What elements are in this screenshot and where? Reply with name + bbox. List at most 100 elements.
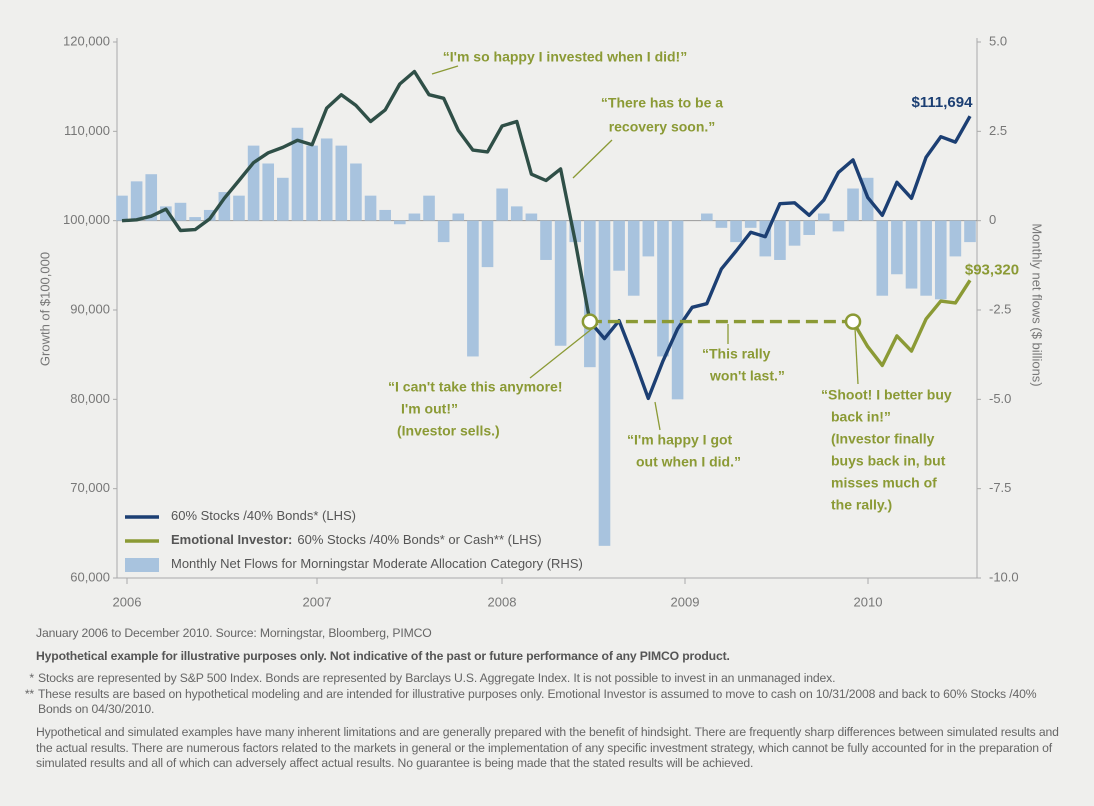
bar xyxy=(949,220,962,257)
bar xyxy=(203,209,216,221)
bar xyxy=(774,220,786,260)
bar xyxy=(627,220,640,296)
y-tick-label: 90,000 xyxy=(70,301,110,316)
annotation: out when I did.” xyxy=(636,454,741,470)
x-tick-label: 2010 xyxy=(854,594,883,609)
annotation: back in!” xyxy=(831,409,891,425)
y2-tick-label: -2.5 xyxy=(989,301,1011,316)
annotation-pointer xyxy=(529,323,599,379)
bar xyxy=(116,195,128,221)
footnote: * Stocks are represented by S&P 500 Index… xyxy=(29,671,836,686)
y2-tick-label: 5.0 xyxy=(989,33,1007,48)
bar xyxy=(598,220,611,546)
bar xyxy=(510,206,523,221)
annotation: “There has to be a xyxy=(601,95,723,111)
bar xyxy=(423,195,435,221)
y-tick-label: 100,000 xyxy=(63,212,110,227)
annotation-pointer xyxy=(854,327,859,385)
bar xyxy=(291,127,304,221)
bar xyxy=(393,220,406,225)
source-note: January 2006 to December 2010. Source: M… xyxy=(36,626,432,640)
end-label: $93,320 xyxy=(965,261,1019,278)
y2-axis-label: Monthly net flows ($ billions) xyxy=(1030,223,1045,386)
footnote-text: These results are based on hypothetical … xyxy=(38,686,1037,717)
annotation: misses much of xyxy=(831,475,937,491)
bar xyxy=(701,213,713,221)
y2-tick-label: -10.0 xyxy=(989,569,1019,584)
bar xyxy=(247,145,260,221)
bar xyxy=(569,220,582,243)
line-overlap xyxy=(121,69,592,322)
bar xyxy=(277,177,289,221)
bar xyxy=(832,220,845,232)
y-tick-label: 70,000 xyxy=(70,480,110,495)
bar xyxy=(964,220,976,243)
line xyxy=(588,115,972,401)
footnote: ** These results are based on hypothetica… xyxy=(25,686,1061,718)
bar xyxy=(847,188,859,221)
annotation: “I can't take this anymore! xyxy=(388,379,563,395)
bar xyxy=(467,220,479,357)
bar xyxy=(306,145,318,221)
bar xyxy=(715,220,728,228)
bar xyxy=(759,220,772,257)
annotation: “I'm so happy I invested when I did!” xyxy=(443,49,687,65)
legend-name: 60% Stocks /40% Bonds* (LHS) xyxy=(171,508,356,523)
bar xyxy=(496,188,508,221)
annotation: buys back in, but xyxy=(831,453,946,469)
bar xyxy=(584,220,596,368)
bar xyxy=(408,213,421,221)
bar xyxy=(788,220,801,246)
bar xyxy=(642,220,655,257)
x-tick-label: 2006 xyxy=(113,594,142,609)
disclaimer: Hypothetical example for illustrative pu… xyxy=(36,648,730,663)
bar xyxy=(540,220,552,260)
bar xyxy=(452,213,465,221)
y-tick-label: 80,000 xyxy=(70,391,110,406)
bar xyxy=(218,192,231,221)
bar xyxy=(145,174,158,221)
annotation: (Investor finally xyxy=(831,431,935,447)
bar xyxy=(803,220,815,235)
switch-point xyxy=(581,313,599,330)
line xyxy=(851,279,972,368)
bar xyxy=(262,163,275,221)
legend-label: Monthly Net Flows for Morningstar Modera… xyxy=(171,556,583,571)
annotation: (Investor sells.) xyxy=(397,423,500,439)
annotation: I'm out!” xyxy=(401,401,458,417)
annotation: won't last.” xyxy=(709,368,785,384)
legend-name: Monthly Net Flows for Morningstar Modera… xyxy=(171,556,583,571)
annotation: the rally.) xyxy=(831,497,892,513)
bar xyxy=(876,220,889,296)
y2-tick-label: -7.5 xyxy=(989,480,1011,495)
hindsight-note: Hypothetical and simulated examples have… xyxy=(36,724,1059,771)
legend-label: Emotional Investor: 60% Stocks /40% Bonds… xyxy=(171,532,542,547)
footnotes: * Stocks are represented by S&P 500 Index… xyxy=(25,671,1061,718)
x-tick-label: 2007 xyxy=(303,594,332,609)
bar xyxy=(350,163,362,221)
bar xyxy=(554,220,567,346)
annotation-pointer xyxy=(572,139,613,179)
x-tick-label: 2009 xyxy=(671,594,700,609)
bar xyxy=(525,213,538,221)
notes: January 2006 to December 2010. Source: M… xyxy=(25,626,1061,779)
bar xyxy=(364,195,377,221)
legend-name: Emotional Investor: xyxy=(171,532,292,547)
y2-tick-label: 2.5 xyxy=(989,123,1007,138)
bar xyxy=(174,202,187,221)
x-tick-label: 2008 xyxy=(488,594,517,609)
bar xyxy=(817,213,830,221)
legend-label: 60% Stocks /40% Bonds* (LHS) xyxy=(171,508,356,523)
y2-tick-label: 0 xyxy=(989,212,996,227)
bar xyxy=(160,206,172,221)
annotation-pointer xyxy=(431,65,459,75)
y2-tick-label: -5.0 xyxy=(989,391,1011,406)
y-tick-label: 120,000 xyxy=(63,33,110,48)
y-tick-label: 110,000 xyxy=(64,123,110,138)
y-tick-label: 60,000 xyxy=(70,569,110,584)
bar xyxy=(671,220,684,400)
bar xyxy=(189,217,201,221)
switch-point xyxy=(844,313,862,330)
y-axis-label: Growth of $100,000 xyxy=(37,252,52,366)
